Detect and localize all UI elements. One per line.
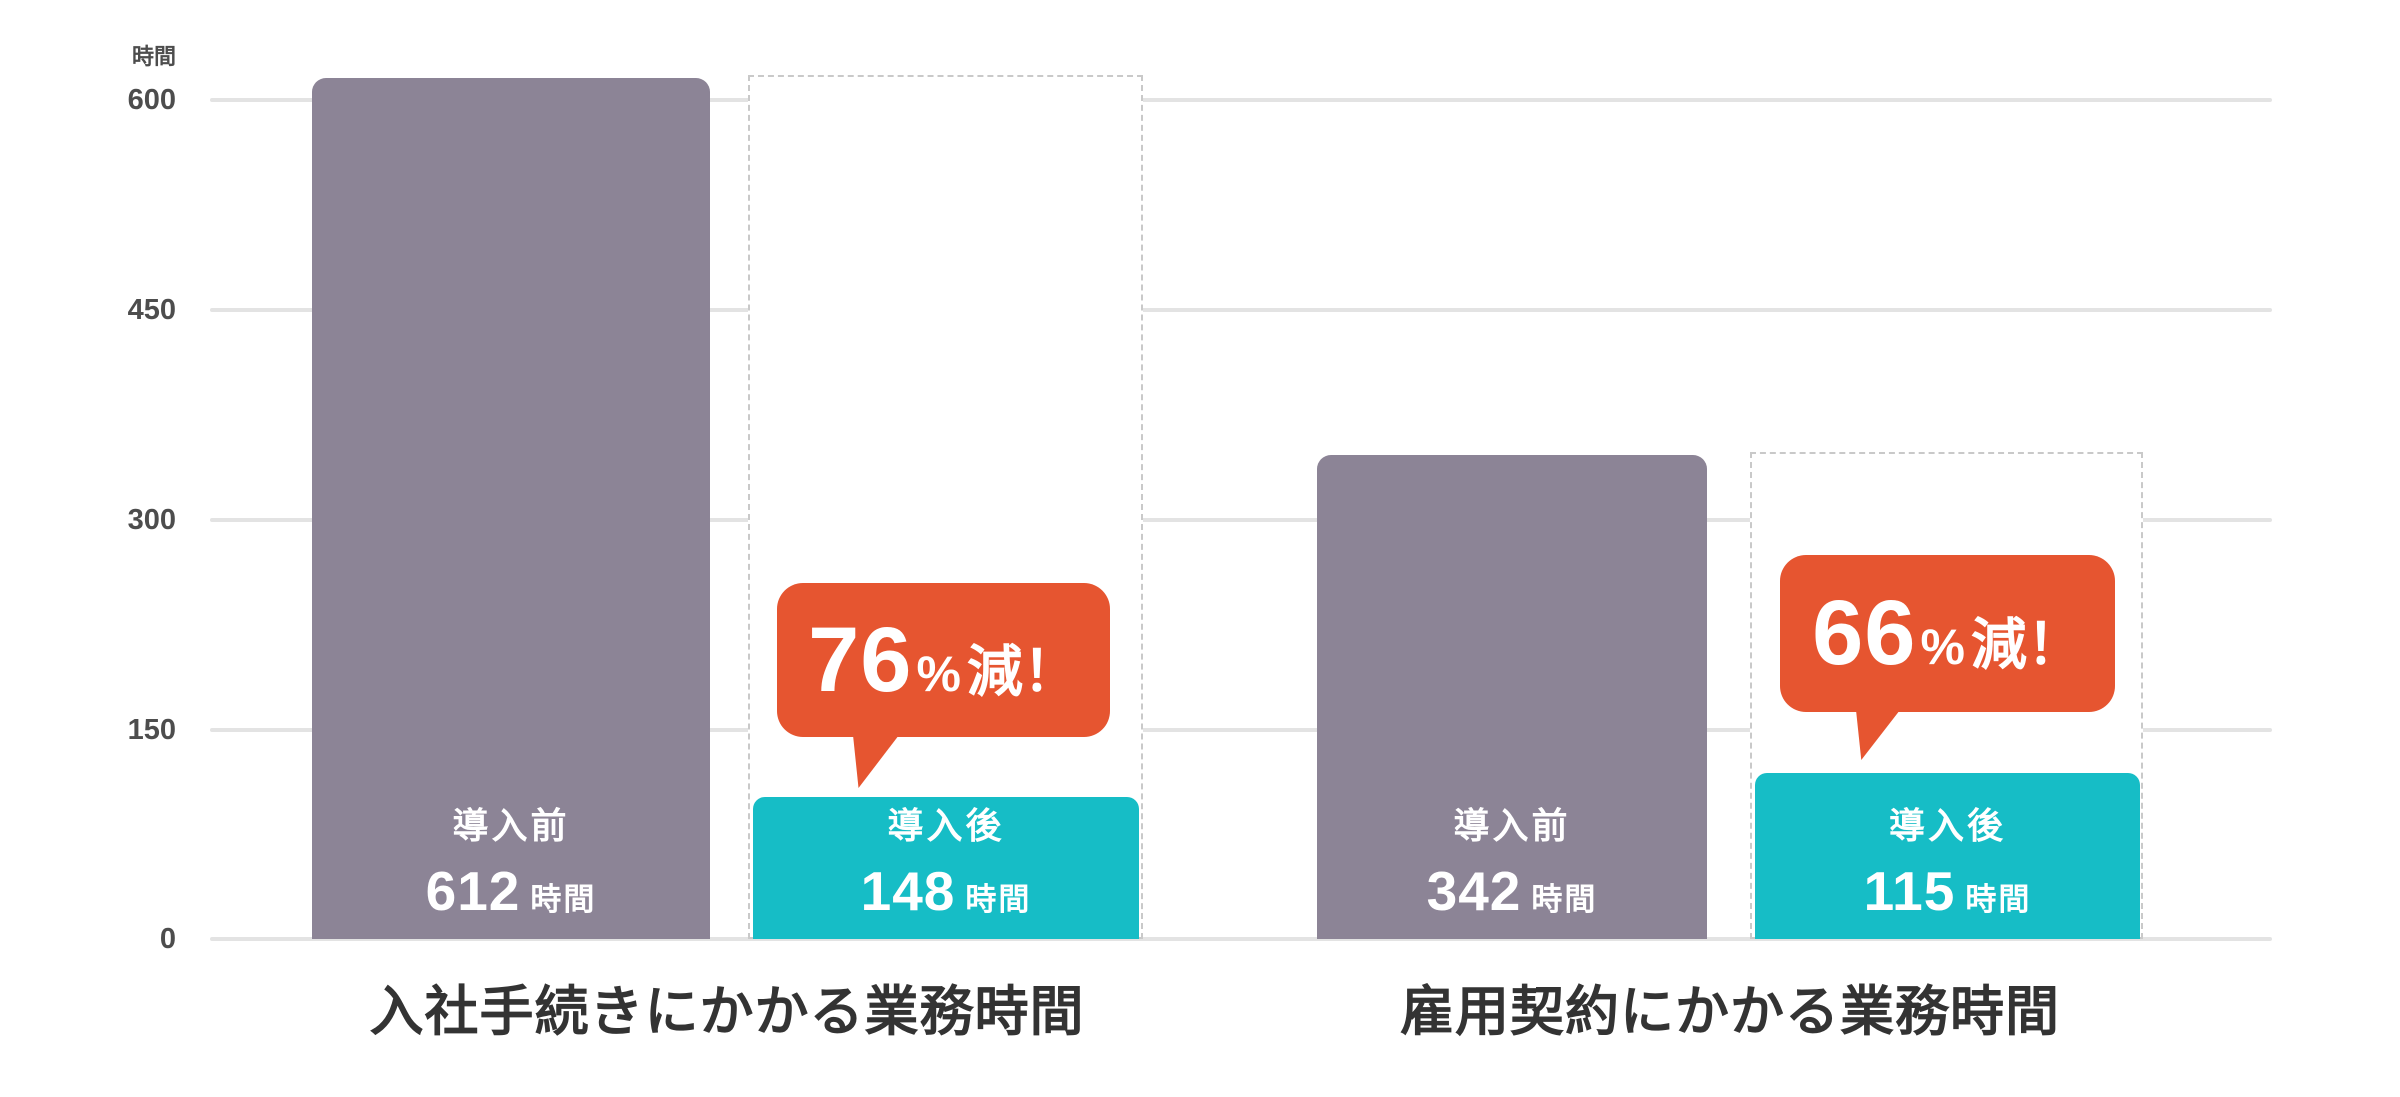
bar-after-group1-label: 導入後 xyxy=(887,805,1005,846)
bar-after-group2-unit: 時間 xyxy=(1965,882,2032,917)
reduction-badge-group2: 66 % 減！ xyxy=(1780,555,2115,712)
y-tick-150: 150 xyxy=(127,714,176,746)
bar-after-group1-number: 148 xyxy=(860,860,956,922)
bar-after-group1-unit: 時間 xyxy=(965,882,1032,917)
bar-before-group2-label: 導入前 xyxy=(1453,805,1571,846)
reduction-badge-group2-text: 66 % 減！ xyxy=(1812,581,2083,686)
reduction-badge-group1-number: 76 xyxy=(808,608,913,711)
reduction-badge-group1-suffix: 減！ xyxy=(966,639,1079,703)
reduction-badge-group1: 76 % 減！ xyxy=(777,583,1110,737)
bar-before-group2-value: 342 時間 xyxy=(1427,859,1598,923)
y-tick-450: 450 xyxy=(127,294,176,326)
y-axis-unit-label: 時間 xyxy=(131,44,176,69)
group2-caption: 雇用契約にかかる業務時間 xyxy=(1400,982,2060,1042)
bar-after-group2-number: 115 xyxy=(1863,860,1956,922)
y-tick-300: 300 xyxy=(127,504,176,536)
bar-after-group2: 導入後 115 時間 xyxy=(1755,773,2140,939)
bar-after-group2-label: 導入後 xyxy=(1888,805,2006,846)
reduction-badge-group1-percent: % xyxy=(916,645,961,702)
y-tick-600: 600 xyxy=(127,84,176,116)
bar-after-group2-value: 115 時間 xyxy=(1864,859,2032,923)
before-level-outline-group1 xyxy=(748,75,1143,939)
bar-before-group2-number: 342 xyxy=(1426,860,1522,922)
bar-after-group1: 導入後 148 時間 xyxy=(753,797,1139,939)
bar-before-group1-label: 導入前 xyxy=(452,805,570,846)
group1-caption: 入社手続きにかかる業務時間 xyxy=(369,982,1085,1042)
reduction-badge-group2-percent: % xyxy=(1920,619,1965,675)
bar-before-group2: 導入前 342 時間 xyxy=(1317,455,1707,939)
reduction-badge-group1-text: 76 % 減！ xyxy=(808,608,1079,713)
gridline-600 xyxy=(210,98,2272,102)
bar-before-group1: 導入前 612 時間 xyxy=(312,78,710,939)
gridline-0 xyxy=(210,937,2272,941)
reduction-badge-group2-number: 66 xyxy=(1812,582,1917,684)
bar-after-group1-value: 148 時間 xyxy=(861,859,1032,923)
gridline-450 xyxy=(210,308,2272,312)
y-tick-0: 0 xyxy=(159,923,176,955)
bar-before-group1-number: 612 xyxy=(425,860,521,922)
bar-before-group1-value: 612 時間 xyxy=(426,859,597,923)
gridline-150 xyxy=(210,728,2272,732)
bar-before-group2-unit: 時間 xyxy=(1531,882,1598,917)
reduction-badge-group2-suffix: 減！ xyxy=(1970,613,2083,676)
bar-before-group1-unit: 時間 xyxy=(530,882,597,917)
gridline-300 xyxy=(210,518,2272,522)
